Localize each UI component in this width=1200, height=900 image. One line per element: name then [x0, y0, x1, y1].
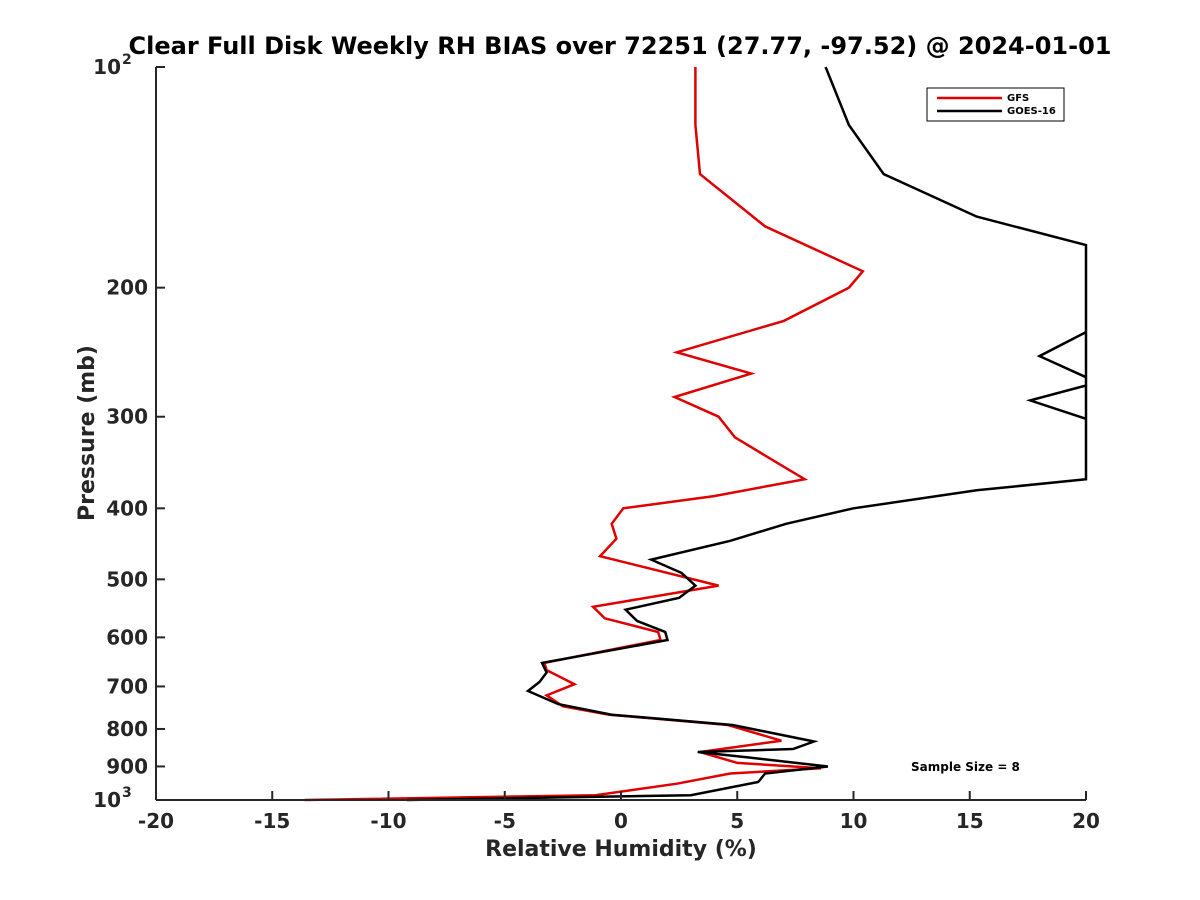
x-tick-label: 5	[730, 809, 744, 833]
legend-label-goes16: GOES-16	[1007, 106, 1056, 117]
y-tick-label: 10	[93, 55, 121, 79]
series-line-goes-16	[407, 66, 1088, 802]
x-tick-label: 15	[956, 809, 984, 833]
y-tick-label: 900	[106, 754, 148, 778]
y-tick-label: 800	[106, 717, 148, 741]
x-tick-label: 10	[840, 809, 868, 833]
legend-label-gfs: GFS	[1007, 93, 1029, 104]
y-tick-label: 10	[93, 788, 121, 812]
y-tick-label: 400	[106, 496, 148, 520]
x-tick-label: -20	[138, 809, 174, 833]
sample-size-annotation: Sample Size = 8	[911, 760, 1020, 774]
series-segment-goes-16	[1025, 384, 1087, 420]
y-tick-label: 600	[106, 625, 148, 649]
x-tick-label: -5	[494, 809, 516, 833]
x-tick-label: 20	[1072, 809, 1100, 833]
chart-title: Clear Full Disk Weekly RH BIAS over 7225…	[129, 32, 1112, 60]
series-segment-goes-16	[1036, 330, 1087, 379]
x-axis-ticks: -20 -15 -10 -5 0 5 10 15 20	[138, 791, 1100, 833]
x-tick-label: -15	[254, 809, 290, 833]
y-axis-label: Pressure (mb)	[75, 345, 100, 521]
series-line-gfs	[304, 67, 865, 802]
y-tick-label: 200	[106, 276, 148, 300]
y-tick-exponent: 2	[122, 52, 132, 68]
plot-area	[156, 67, 1086, 800]
y-tick-label: 500	[106, 567, 148, 591]
y-tick-exponent: 3	[122, 785, 132, 801]
legend-box	[926, 87, 1065, 122]
x-axis-label: Relative Humidity (%)	[485, 837, 757, 862]
y-tick-label: 700	[106, 674, 148, 698]
x-tick-label: 0	[614, 809, 628, 833]
y-tick-label: 300	[106, 405, 148, 429]
x-tick-label: -10	[370, 809, 406, 833]
legend: GFS GOES-16	[926, 87, 1065, 122]
series-layer	[304, 66, 1088, 802]
